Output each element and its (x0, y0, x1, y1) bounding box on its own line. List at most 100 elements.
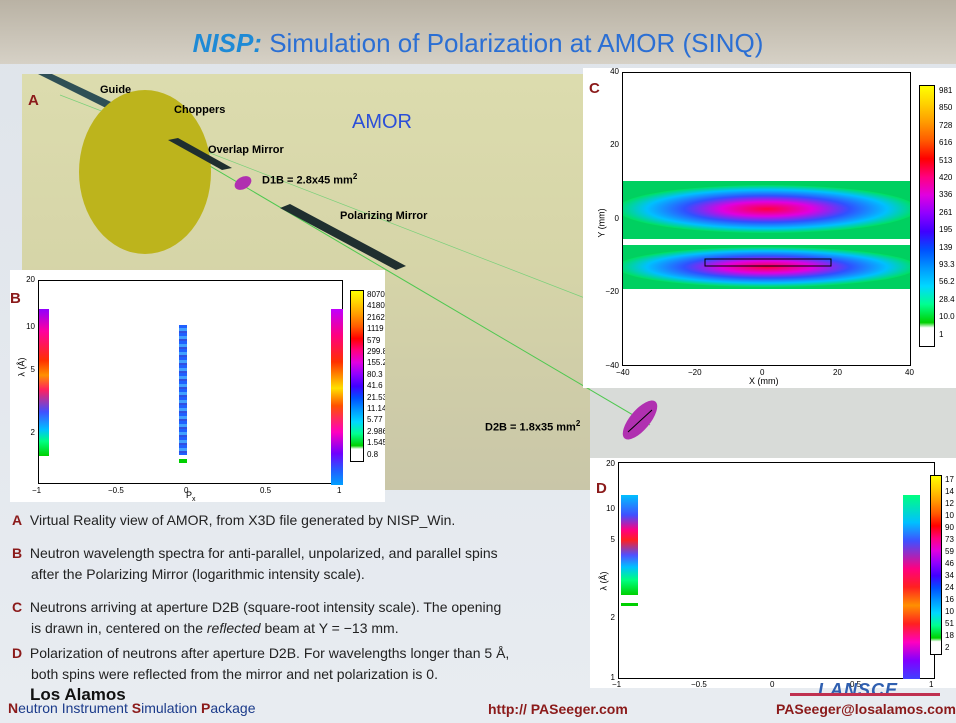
caption-b: B Neutron wavelength spectra for anti-pa… (12, 545, 498, 561)
colorbar-label: 981 (939, 86, 952, 95)
caption-text: is drawn in, centered on the (31, 620, 207, 636)
logo-bar (790, 693, 940, 696)
colorbar-label: 14 (945, 487, 954, 496)
colorbar-label: 12 (945, 499, 954, 508)
panel-letter: B (10, 290, 21, 307)
colorbar-label: 11.14 (367, 404, 385, 413)
label-guide: Guide (100, 84, 131, 96)
colorbar-label: 51 (945, 619, 954, 628)
label-d2b-sup: 2 (576, 419, 580, 428)
colorbar-label: 1 (939, 330, 943, 339)
x-tick-label: −1 (612, 680, 621, 688)
colorbar-label: 2 (945, 643, 949, 652)
colorbar-label: 261 (939, 208, 952, 217)
colorbar-label: 73 (945, 535, 954, 544)
x-tick-label: −1 (32, 486, 41, 495)
colorbar-label: 0.8 (367, 450, 378, 459)
x-tick-label: 20 (833, 368, 842, 377)
footer-website: http:// PASeeger.com (488, 701, 628, 717)
caption-text: beam at Y = −13 mm. (261, 620, 399, 636)
spectrum-stripe (331, 309, 343, 485)
y-tick-label: 20 (26, 275, 35, 284)
caption-c: C Neutrons arriving at aperture D2B (squ… (12, 599, 501, 615)
caption-d-line2: both spins were reflected from the mirro… (31, 666, 438, 682)
caption-letter: A (12, 512, 22, 528)
colorbar-label: 16 (945, 595, 954, 604)
footer-word: ackage (210, 700, 255, 716)
polarization-stripe (621, 495, 638, 595)
colorbar-label: 616 (939, 138, 952, 147)
y-tick-label: −20 (605, 287, 619, 296)
aperture-d2b (617, 395, 663, 445)
caption-c-line2: is drawn in, centered on the reflected b… (31, 620, 399, 636)
colorbar-label: 21.53 (367, 393, 385, 402)
y-axis-label: λ (Å) (599, 572, 609, 591)
spectrum-stripe (39, 309, 49, 456)
panel-c: C Y (mm) X (mm) 40200−20−40−40−200204098… (583, 68, 956, 388)
colorbar (919, 85, 935, 347)
footer-word: eutron Instrument (18, 700, 132, 716)
colorbar-label: 139 (939, 243, 952, 252)
caption-letter: C (12, 599, 22, 615)
y-tick-label: 20 (610, 140, 619, 149)
colorbar-label: 1119 (367, 324, 384, 333)
polarization-stripe (621, 603, 638, 606)
colorbar-label: 80.3 (367, 370, 383, 379)
colorbar-label: 850 (939, 103, 952, 112)
plot-frame (618, 462, 935, 679)
footer-word: imulation (141, 700, 201, 716)
colorbar-label: 24 (945, 583, 954, 592)
colorbar-label: 336 (939, 190, 952, 199)
panel-letter: A (28, 92, 39, 109)
heatmap (623, 73, 911, 366)
x-tick-label: −0.5 (691, 680, 707, 688)
footer-package: Neutron Instrument Simulation Package (8, 700, 256, 716)
colorbar-label: 2.986 (367, 427, 385, 436)
colorbar (930, 475, 942, 655)
x-tick-label: −20 (688, 368, 702, 377)
colorbar-label: 59 (945, 547, 954, 556)
colorbar-label: 728 (939, 121, 952, 130)
y-tick-label: 5 (31, 365, 35, 374)
colorbar-label: 10.0 (939, 312, 955, 321)
y-tick-label: 20 (606, 459, 615, 468)
x-axis-label: X (mm) (749, 376, 779, 386)
logo-lansce: LANSCE (818, 680, 898, 701)
caption-d: D Polarization of neutrons after apertur… (12, 645, 509, 661)
label-d2b-text: D2B = 1.8x35 mm (485, 422, 576, 434)
colorbar (350, 290, 364, 462)
slide: NISP: Simulation of Polarization at AMOR… (0, 0, 956, 723)
colorbar-label: 155.2 (367, 358, 385, 367)
plot-frame (38, 280, 343, 484)
x-axis-label-sub: x (192, 496, 196, 502)
initial: S (132, 700, 141, 716)
y-tick-label: 2 (611, 613, 615, 622)
colorbar-label: 299.8 (367, 347, 385, 356)
footer-email: PASeeger@losalamos.com (776, 701, 956, 717)
colorbar-label: 56.2 (939, 277, 955, 286)
caption-text: Neutrons arriving at aperture D2B (squar… (30, 599, 501, 615)
x-tick-label: 0.5 (260, 486, 271, 495)
spectrum-stripe (179, 459, 187, 463)
polarization-stripe (903, 495, 920, 679)
y-tick-label: 10 (606, 504, 615, 513)
plot-frame (622, 72, 911, 366)
caption-letter: D (12, 645, 22, 661)
x-tick-label: 40 (905, 368, 914, 377)
heatmap-blob (623, 185, 911, 233)
colorbar-label: 1.545 (367, 438, 385, 447)
label-overlap-mirror: Overlap Mirror (208, 144, 284, 156)
y-tick-label: 2 (31, 428, 35, 437)
caption-b-line2: after the Polarizing Mirror (logarithmic… (31, 566, 365, 582)
colorbar-label: 10 (945, 607, 954, 616)
caption-a: A Virtual Reality view of AMOR, from X3D… (12, 512, 455, 528)
colorbar-label: 579 (367, 336, 380, 345)
label-choppers: Choppers (174, 104, 225, 116)
panel-b: B λ (Å) Px 201052−1−0.500.51807041802162… (10, 270, 385, 502)
colorbar-label: 90 (945, 523, 954, 532)
label-d1b: D1B = 2.8x45 mm2 (262, 172, 357, 187)
caption-text: Virtual Reality view of AMOR, from X3D f… (30, 512, 455, 528)
colorbar-label: 34 (945, 571, 954, 580)
y-tick-label: 5 (611, 535, 615, 544)
caption-text: Polarization of neutrons after aperture … (30, 645, 509, 661)
